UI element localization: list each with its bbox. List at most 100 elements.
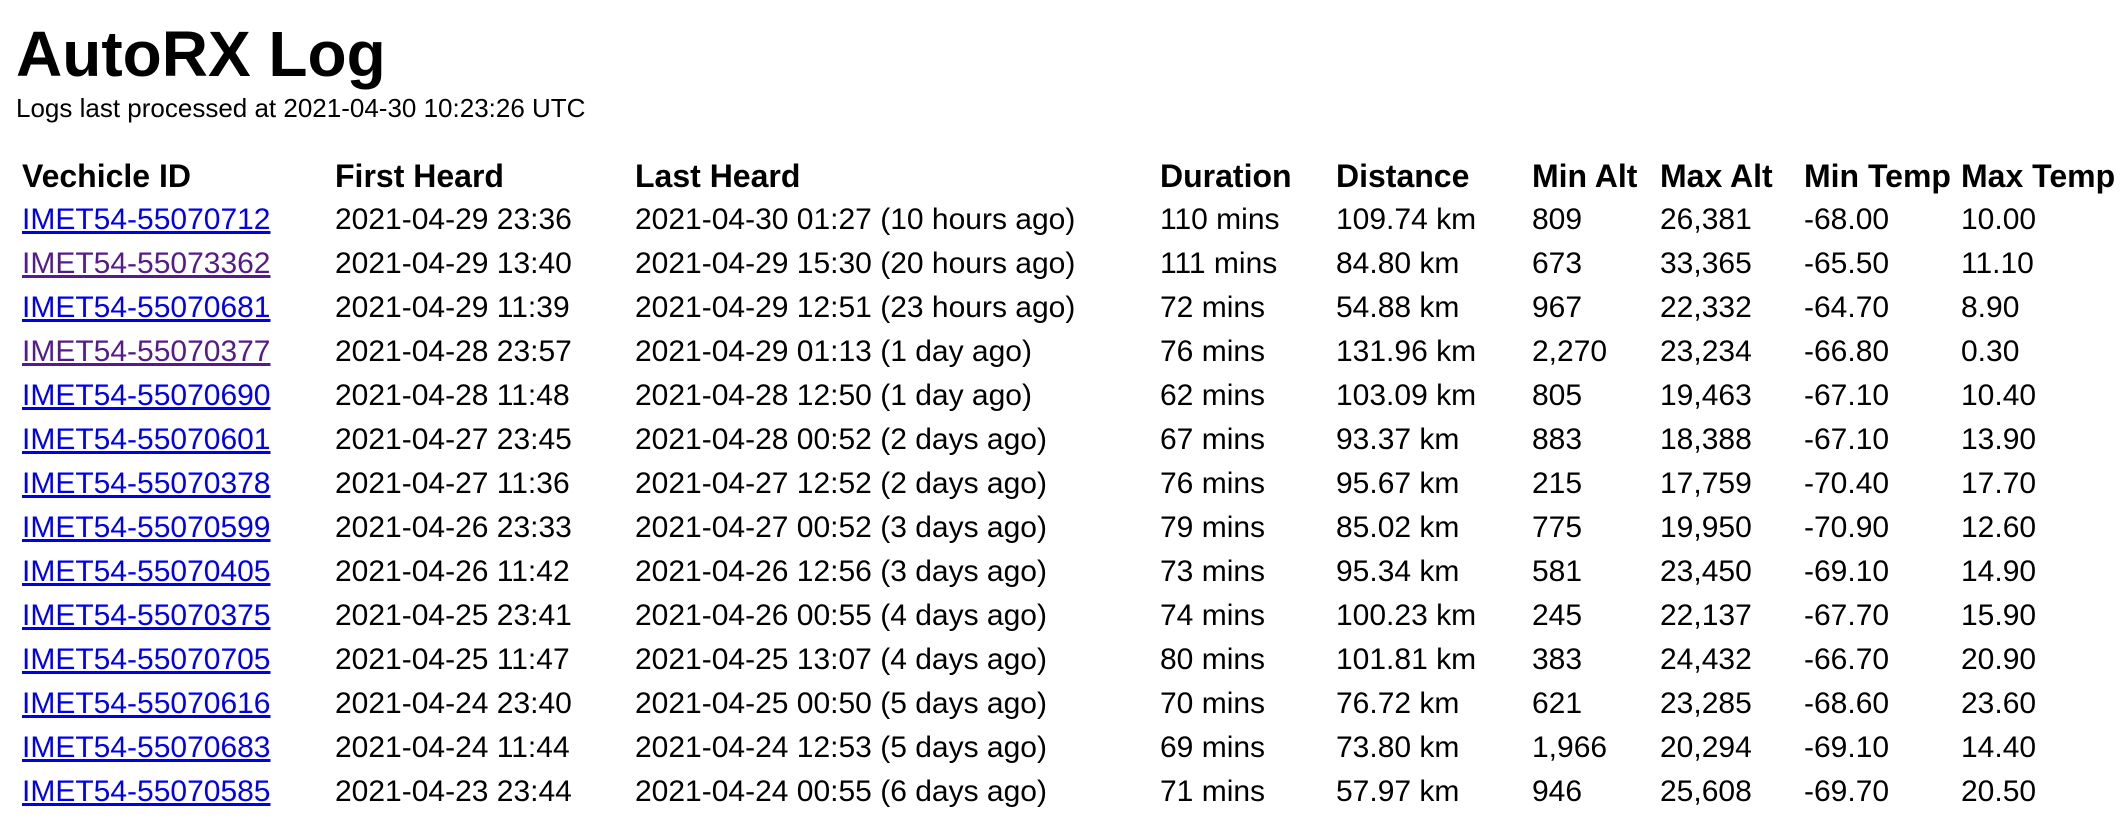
cell-last-heard: 2021-04-25 13:07 (4 days ago): [635, 643, 1047, 676]
cell-max-temp: 15.90: [1961, 599, 2037, 632]
cell-max-temp: 20.90: [1961, 643, 2037, 676]
cell-vehicle-id: IMET54-55070601: [22, 418, 335, 462]
cell-duration: 67 mins: [1160, 423, 1266, 456]
cell-last-heard: 2021-04-29 01:13 (1 day ago): [635, 335, 1032, 368]
cell-max-temp: 14.40: [1961, 731, 2037, 764]
cell-duration: 72 mins: [1160, 291, 1266, 324]
cell-distance: 84.80 km: [1336, 247, 1460, 280]
cell-first-heard: 2021-04-24 23:40: [335, 687, 572, 720]
vehicle-id-link[interactable]: IMET54-55070375: [22, 599, 271, 632]
cell-max-alt: 23,234: [1660, 335, 1752, 368]
cell-max-alt: 20,294: [1660, 731, 1752, 764]
cell-first-heard: 2021-04-29 23:36: [335, 203, 572, 236]
cell-duration: 74 mins: [1160, 599, 1266, 632]
cell-duration: 76 mins: [1160, 335, 1266, 368]
cell-first-heard: 2021-04-27 11:36: [335, 467, 570, 500]
cell-min-alt: 805: [1532, 379, 1583, 412]
table-header-row: Vechicle ID First Heard Last Heard Durat…: [22, 154, 2121, 198]
cell-min-temp: -69.10: [1804, 555, 1890, 588]
cell-max-alt: 26,381: [1660, 203, 1752, 236]
cell-vehicle-id: IMET54-55070705: [22, 638, 335, 682]
cell-max-alt: 25,608: [1660, 775, 1752, 808]
vehicle-id-link[interactable]: IMET54-55070378: [22, 467, 271, 500]
cell-distance: 103.09 km: [1336, 379, 1477, 412]
vehicle-id-link[interactable]: IMET54-55070616: [22, 687, 271, 720]
header-duration: Duration: [1160, 157, 1292, 194]
page-title: AutoRX Log: [16, 18, 386, 90]
cell-max-alt: 33,365: [1660, 247, 1752, 280]
cell-max-alt: 17,759: [1660, 467, 1752, 500]
cell-distance: 57.97 km: [1336, 775, 1460, 808]
cell-vehicle-id: IMET54-55070681: [22, 286, 335, 330]
cell-first-heard: 2021-04-29 11:39: [335, 291, 570, 324]
cell-max-alt: 23,450: [1660, 555, 1752, 588]
cell-min-temp: -70.40: [1804, 467, 1890, 500]
table-row: IMET54-55070705 2021-04-25 11:47 2021-04-2…: [22, 638, 2121, 682]
cell-min-temp: -64.70: [1804, 291, 1890, 324]
vehicle-id-link[interactable]: IMET54-55070681: [22, 291, 271, 324]
cell-min-alt: 215: [1532, 467, 1583, 500]
cell-max-temp: 10.40: [1961, 379, 2037, 412]
cell-last-heard: 2021-04-27 00:52 (3 days ago): [635, 511, 1047, 544]
logs-processed-timestamp: Logs last processed at 2021-04-30 10:23:…: [16, 93, 586, 123]
header-first-heard: First Heard: [335, 157, 504, 194]
table-row: IMET54-55070690 2021-04-28 11:48 2021-04-2…: [22, 374, 2121, 418]
cell-max-temp: 12.60: [1961, 511, 2037, 544]
cell-max-temp: 0.30: [1961, 335, 2020, 368]
table-row: IMET54-55070405 2021-04-26 11:42 2021-04-2…: [22, 550, 2121, 594]
cell-min-alt: 383: [1532, 643, 1583, 676]
cell-last-heard: 2021-04-27 12:52 (2 days ago): [635, 467, 1047, 500]
cell-distance: 54.88 km: [1336, 291, 1460, 324]
vehicle-id-link[interactable]: IMET54-55070601: [22, 423, 271, 456]
cell-last-heard: 2021-04-24 12:53 (5 days ago): [635, 731, 1047, 764]
cell-distance: 93.37 km: [1336, 423, 1460, 456]
cell-min-temp: -69.70: [1804, 775, 1890, 808]
vehicle-id-link[interactable]: IMET54-55070712: [22, 203, 271, 236]
cell-vehicle-id: IMET54-55070712: [22, 198, 335, 242]
table-row: IMET54-55070601 2021-04-27 23:45 2021-04-2…: [22, 418, 2121, 462]
vehicle-id-link[interactable]: IMET54-55070705: [22, 643, 271, 676]
vehicle-log-table: Vechicle ID First Heard Last Heard Durat…: [22, 154, 2121, 814]
header-max-temp: Max Temp: [1961, 157, 2116, 194]
vehicle-id-link[interactable]: IMET54-55070585: [22, 775, 271, 808]
header-vehicle-id: Vechicle ID: [22, 157, 191, 194]
vehicle-id-link[interactable]: IMET54-55070405: [22, 555, 271, 588]
cell-min-temp: -68.00: [1804, 203, 1890, 236]
table-row: IMET54-55070683 2021-04-24 11:44 2021-04-2…: [22, 726, 2121, 770]
cell-last-heard: 2021-04-28 12:50 (1 day ago): [635, 379, 1032, 412]
cell-first-heard: 2021-04-29 13:40: [335, 247, 572, 280]
cell-min-alt: 946: [1532, 775, 1583, 808]
vehicle-id-link[interactable]: IMET54-55073362: [22, 247, 271, 280]
vehicle-id-link[interactable]: IMET54-55070690: [22, 379, 271, 412]
cell-duration: 79 mins: [1160, 511, 1266, 544]
table-body: IMET54-55070712 2021-04-29 23:36 2021-04-3…: [22, 198, 2121, 814]
cell-last-heard: 2021-04-25 00:50 (5 days ago): [635, 687, 1047, 720]
cell-distance: 101.81 km: [1336, 643, 1477, 676]
cell-min-alt: 883: [1532, 423, 1583, 456]
cell-max-alt: 22,332: [1660, 291, 1752, 324]
cell-distance: 85.02 km: [1336, 511, 1460, 544]
cell-vehicle-id: IMET54-55070616: [22, 682, 335, 726]
cell-first-heard: 2021-04-25 11:47: [335, 643, 570, 676]
cell-first-heard: 2021-04-26 11:42: [335, 555, 570, 588]
vehicle-id-link[interactable]: IMET54-55070377: [22, 335, 271, 368]
cell-max-alt: 19,463: [1660, 379, 1752, 412]
cell-max-temp: 13.90: [1961, 423, 2037, 456]
cell-min-temp: -67.70: [1804, 599, 1890, 632]
cell-min-alt: 621: [1532, 687, 1583, 720]
cell-min-temp: -66.70: [1804, 643, 1890, 676]
header-max-alt: Max Alt: [1660, 157, 1773, 194]
cell-min-alt: 809: [1532, 203, 1583, 236]
vehicle-id-link[interactable]: IMET54-55070599: [22, 511, 271, 544]
vehicle-id-link[interactable]: IMET54-55070683: [22, 731, 271, 764]
cell-distance: 109.74 km: [1336, 203, 1477, 236]
cell-min-alt: 2,270: [1532, 335, 1608, 368]
cell-first-heard: 2021-04-25 23:41: [335, 599, 572, 632]
cell-max-temp: 10.00: [1961, 203, 2037, 236]
header-min-temp: Min Temp: [1804, 157, 1951, 194]
cell-vehicle-id: IMET54-55070405: [22, 550, 335, 594]
cell-min-alt: 581: [1532, 555, 1583, 588]
cell-max-temp: 20.50: [1961, 775, 2037, 808]
cell-max-alt: 24,432: [1660, 643, 1752, 676]
cell-duration: 69 mins: [1160, 731, 1266, 764]
